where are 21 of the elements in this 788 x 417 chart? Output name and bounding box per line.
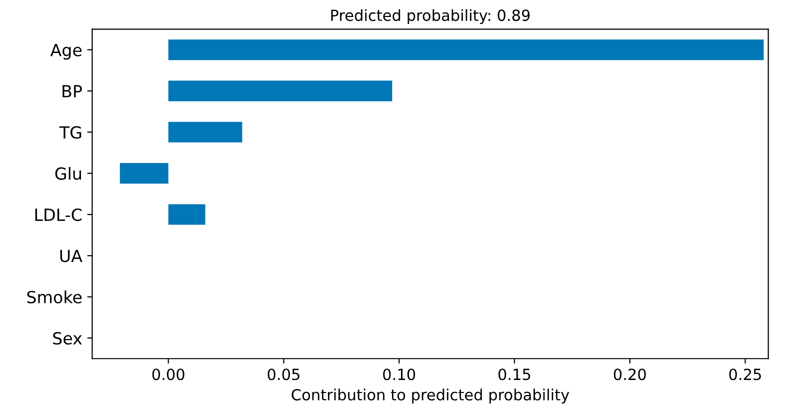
x-tick-label: 0.15 [498,368,530,380]
y-tick-label: BP [62,85,82,98]
bar [168,80,392,102]
x-axis-title: Contribution to predicted probability [292,388,570,404]
y-tick-label: Glu [55,166,81,180]
bar [120,163,168,184]
y-tick-label: Age [50,44,82,60]
y-tick-label: UA [60,250,82,262]
bar [168,204,206,225]
x-tick-label: 0.20 [614,368,646,380]
x-tick-label: 0.10 [383,368,416,380]
y-tick-label: Smoke [27,290,82,304]
bar [168,122,242,142]
x-tick-label: 0.25 [729,368,761,380]
x-tick-label: 0.05 [268,368,300,380]
bar [168,39,764,60]
chart-title: Predicted probability: 0.89 [331,9,530,24]
y-tick-label: TG [59,126,82,139]
y-tick-label: LDL-C [35,208,82,222]
x-tick-label: 0.00 [152,368,184,380]
y-tick-label: Sex [53,332,82,345]
